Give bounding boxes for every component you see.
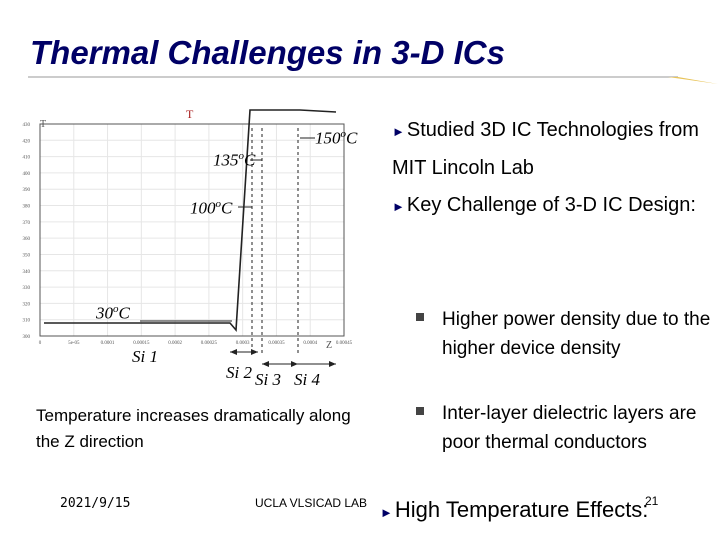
y-tick-label: 410 <box>23 156 31 161</box>
y-tick-label: 340 <box>23 270 31 275</box>
y-tick-label: 300 <box>23 335 31 340</box>
sub-bullet-power-density: Higher power density due to the higher d… <box>416 305 720 363</box>
triangle-bullet-icon: ► <box>392 199 405 214</box>
dim-si2-arrow-left <box>230 349 237 355</box>
bullet-studied: ► Studied 3D IC Technologies from MIT Lin… <box>392 119 699 179</box>
square-bullet-icon <box>416 313 424 321</box>
slide-title: Thermal Challenges in 3-D ICs <box>30 34 505 71</box>
y-tick-label: 420 <box>23 139 31 144</box>
label-30c: 30oC <box>96 303 130 323</box>
label-100c: 100oC <box>190 198 233 218</box>
y-tick-label: 390 <box>23 188 31 193</box>
dim-si3-arrow-right <box>291 361 298 367</box>
label-si3: Si 3 <box>255 370 281 389</box>
footer-date: 2021/9/15 <box>60 496 131 511</box>
label-si4: Si 4 <box>294 370 320 389</box>
y-tick-label: 400 <box>23 172 31 177</box>
x-tick-labels: 0 5e-05 0.0001 0.00015 0.0002 0.00025 0.0003 0.… <box>39 341 353 346</box>
bullet-key-challenge: ► Key Challenge of 3-D IC Design: <box>392 194 696 216</box>
y-tick-label: 360 <box>23 237 31 242</box>
x-tick-label: 0.0003 <box>236 341 250 346</box>
y-tick-label: 310 <box>23 319 31 324</box>
dim-si2-arrow-right <box>251 349 258 355</box>
label-135c: 135oC <box>213 150 256 170</box>
title-underline <box>28 76 718 84</box>
triangle-bullet-icon: ► <box>380 505 393 520</box>
x-tick-label: 0.00025 <box>201 341 218 346</box>
x-tick-label: 0.00015 <box>133 341 150 346</box>
y-tick-label: 380 <box>23 205 31 210</box>
page-number: 21 <box>645 494 659 508</box>
bullet-high-temperature: ►High Temperature Effects: <box>380 497 649 522</box>
x-tick-label: 0.0002 <box>168 341 182 346</box>
x-tick-label: 0.00035 <box>268 341 285 346</box>
y-tick-labels: 430 420 410 400 390 380 370 360 350 340 330 320 310 3… <box>23 123 31 340</box>
x-tick-label: 0.0001 <box>101 341 115 346</box>
label-150c: 150oC <box>315 128 358 148</box>
top-marker-letter: T <box>186 107 194 121</box>
temperature-chart: T T Z 430 420 410 400 390 380 370 360 350 340 330 3… <box>23 107 353 367</box>
dim-si4-arrow-right <box>329 361 336 367</box>
x-tick-label: 0.0004 <box>303 341 317 346</box>
sub-bullet-dielectric: Inter-layer dielectric layers are poor t… <box>416 399 720 457</box>
y-tick-label: 320 <box>23 302 31 307</box>
bullet-list: ► Studied 3D IC Technologies from MIT Lin… <box>392 112 717 225</box>
footer-lab: UCLA VLSICAD LAB <box>255 496 368 510</box>
triangle-bullet-icon: ► <box>392 124 405 139</box>
chart-frame <box>39 123 345 337</box>
y-tick-label: 350 <box>23 253 31 258</box>
x-tick-label: 0 <box>39 341 42 346</box>
label-si2: Si 2 <box>226 363 252 382</box>
z-axis-letter: Z <box>326 340 332 351</box>
y-tick-label: 330 <box>23 286 31 291</box>
y-tick-label: 370 <box>23 221 31 226</box>
square-bullet-icon <box>416 407 424 415</box>
chart-caption: Temperature increases dramatically along… <box>36 406 351 451</box>
temperature-curve <box>44 109 337 333</box>
dim-si3-arrow-left <box>262 361 269 367</box>
x-tick-label: 0.00045 <box>336 341 353 346</box>
x-tick-label: 5e-05 <box>68 341 80 346</box>
y-tick-label: 430 <box>23 123 31 128</box>
y-axis-letter: T <box>40 119 46 130</box>
label-si1: Si 1 <box>132 347 158 366</box>
